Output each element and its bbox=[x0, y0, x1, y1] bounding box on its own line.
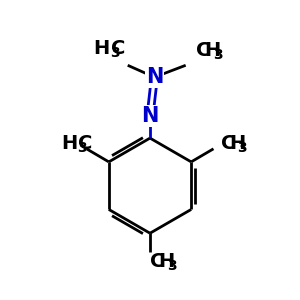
Text: 3: 3 bbox=[110, 46, 119, 60]
Text: H: H bbox=[94, 39, 110, 58]
Text: 3: 3 bbox=[78, 141, 87, 155]
Text: H: H bbox=[158, 252, 175, 271]
Text: C: C bbox=[111, 39, 125, 58]
Text: C: C bbox=[196, 41, 210, 60]
Text: 3: 3 bbox=[238, 141, 247, 155]
Text: 3: 3 bbox=[213, 48, 222, 62]
Text: C: C bbox=[150, 252, 164, 271]
Text: H: H bbox=[204, 41, 220, 60]
Text: C: C bbox=[78, 134, 93, 153]
Text: 3: 3 bbox=[167, 259, 176, 273]
Text: N: N bbox=[146, 67, 163, 87]
Text: H: H bbox=[229, 134, 245, 153]
Text: N: N bbox=[141, 106, 159, 126]
Text: C: C bbox=[221, 134, 235, 153]
Text: H: H bbox=[61, 134, 78, 153]
